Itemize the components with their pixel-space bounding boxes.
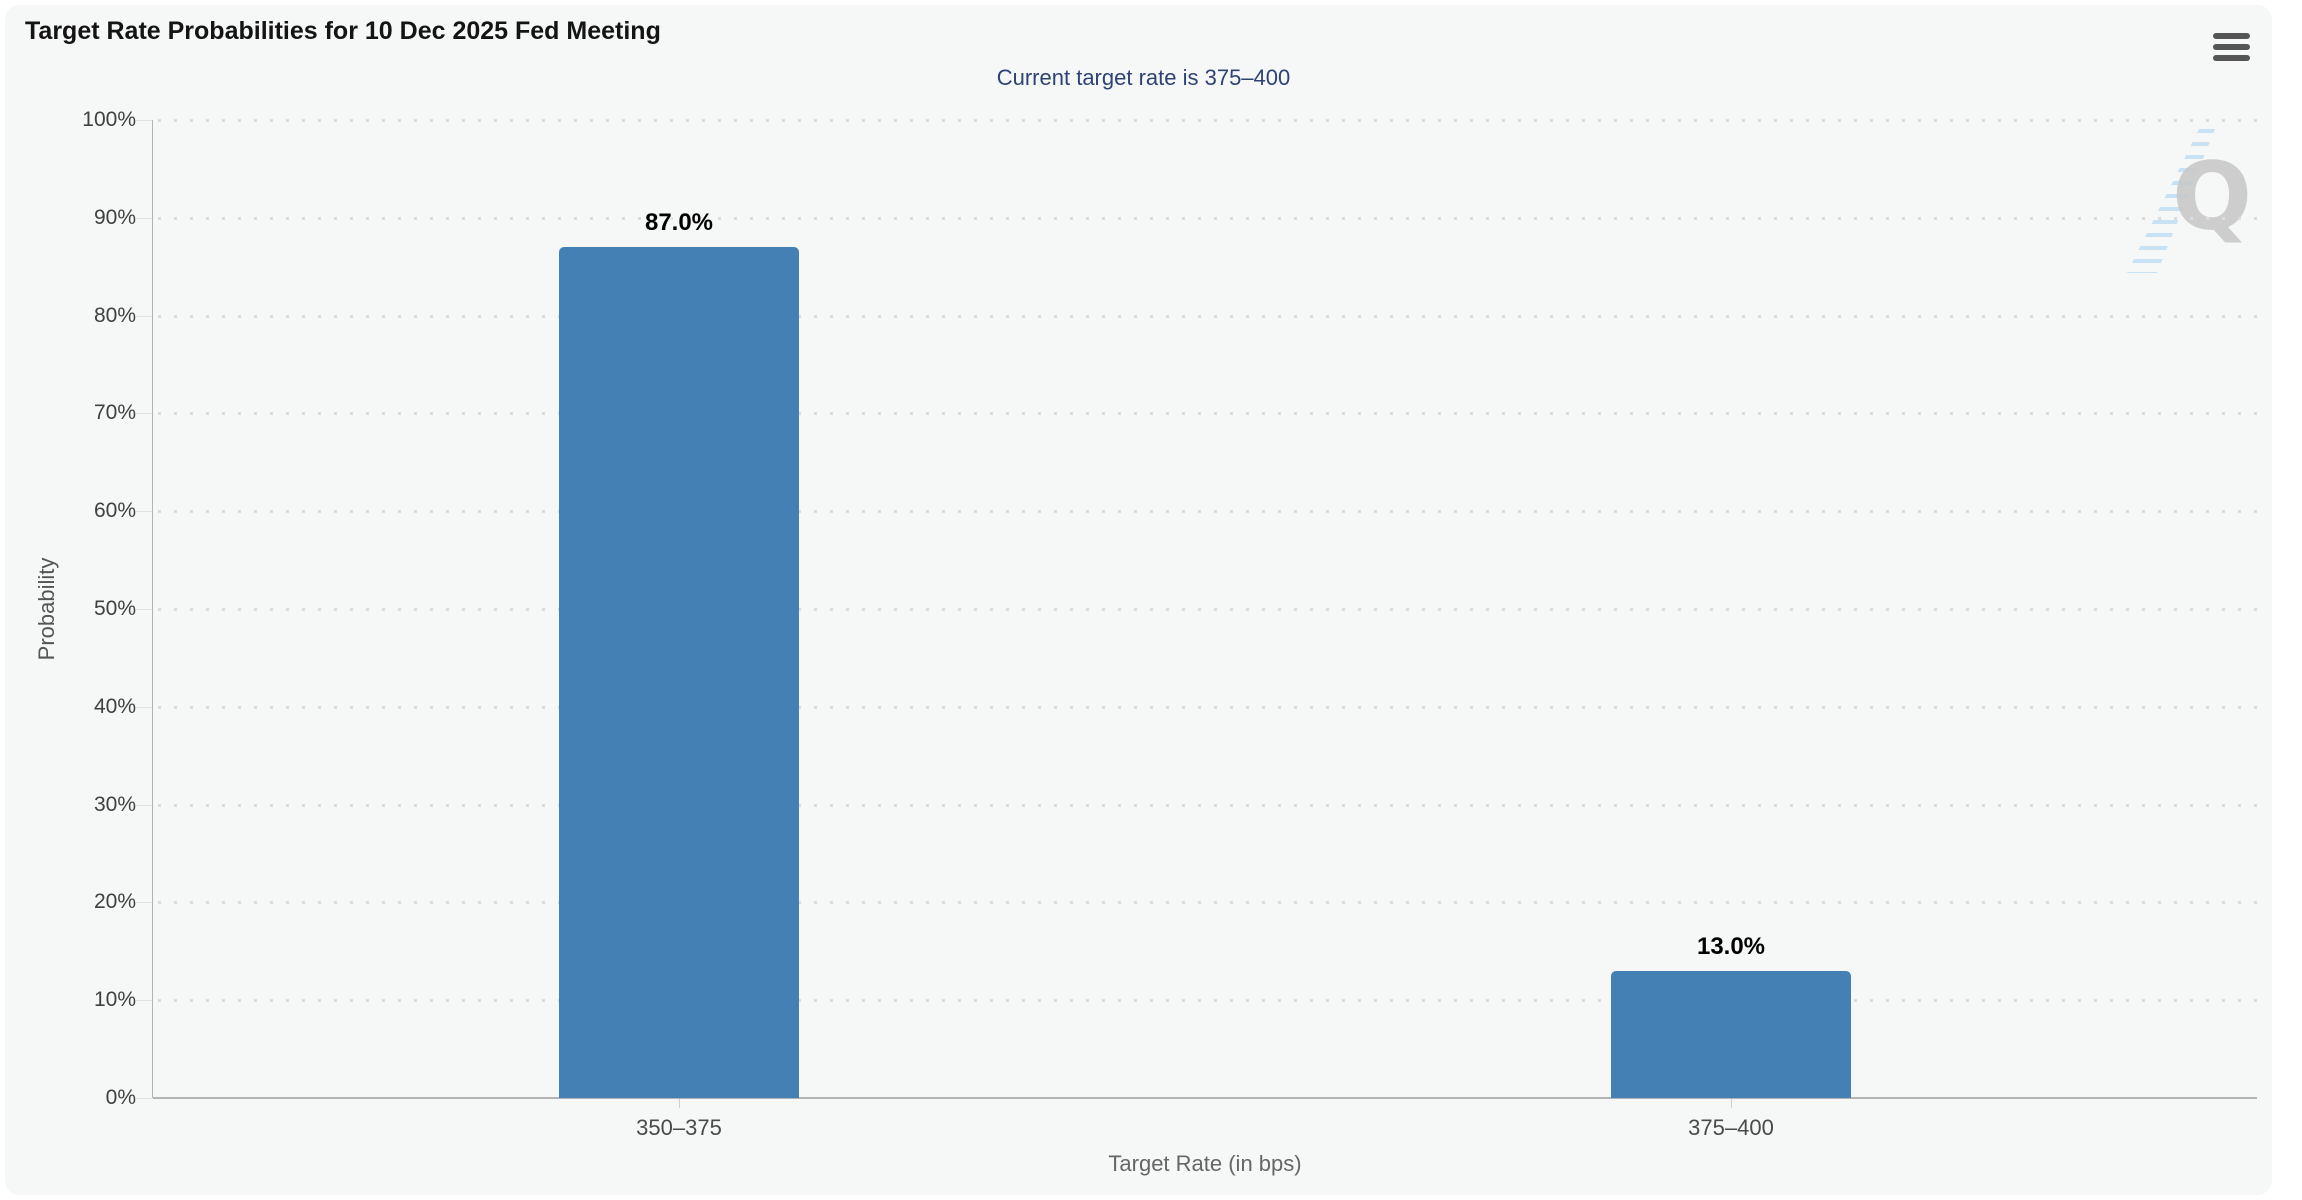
y-axis-tick-mark <box>136 511 152 513</box>
watermark-stripes-decoration <box>2127 129 2215 273</box>
probability-bar[interactable] <box>559 247 799 1098</box>
x-axis-tick-mark <box>679 1099 680 1108</box>
y-axis-tick-mark <box>136 706 152 708</box>
y-axis-line <box>152 120 153 1098</box>
q-logo-icon: Q <box>2172 143 2252 252</box>
y-gridline <box>158 705 2257 709</box>
y-axis-tick-label: 50% <box>93 597 136 620</box>
chart-title: Target Rate Probabilities for 10 Dec 202… <box>25 17 661 45</box>
y-gridline <box>158 999 2257 1003</box>
y-gridline <box>158 216 2257 220</box>
y-axis-tick-mark <box>136 609 152 610</box>
y-gridline <box>158 510 2257 514</box>
y-axis-tick-mark <box>136 1000 152 1002</box>
probability-bar[interactable] <box>1611 970 1851 1098</box>
y-axis-tick-label: 100% <box>82 108 136 131</box>
y-gridline <box>158 119 2257 122</box>
y-axis-tick-label: 60% <box>93 499 136 523</box>
y-axis-tick-mark <box>136 120 152 121</box>
y-gridline <box>158 901 2257 905</box>
menu-bar-bottom <box>2213 55 2250 61</box>
y-axis-tick-label: 10% <box>93 988 136 1012</box>
y-gridline <box>158 803 2257 807</box>
hamburger-menu-icon[interactable] <box>2213 33 2250 61</box>
y-axis-tick-mark <box>136 217 152 219</box>
menu-bar-middle <box>2213 44 2250 50</box>
chart-card: Target Rate Probabilities for 10 Dec 202… <box>5 5 2272 1195</box>
y-axis-tick-mark <box>136 413 152 415</box>
y-gridline <box>158 314 2257 318</box>
y-axis-tick-mark <box>136 804 152 806</box>
y-axis-tick-mark <box>136 1098 152 1099</box>
y-axis-tick-mark <box>136 315 152 317</box>
x-axis-tick-label: 350–375 <box>636 1115 722 1140</box>
bar-value-label: 13.0% <box>1696 932 1766 960</box>
y-axis-tick-label: 80% <box>93 303 136 327</box>
x-axis-tick-mark <box>1731 1099 1732 1108</box>
y-gridline <box>158 608 2257 611</box>
y-axis-tick-label: 40% <box>93 694 136 718</box>
q-logo-watermark: Q <box>2127 123 2252 273</box>
x-axis-line <box>153 1097 2257 1099</box>
y-gridline <box>158 412 2257 416</box>
x-axis-title: Target Rate (in bps) <box>1108 1151 1302 1176</box>
y-axis-tick-label: 30% <box>93 792 136 816</box>
y-axis-tick-label: 70% <box>93 401 136 425</box>
y-axis-tick-label: 20% <box>93 890 136 914</box>
menu-bar-top <box>2213 33 2250 39</box>
y-axis-tick-label: 0% <box>105 1086 136 1109</box>
chart-subtitle: Current target rate is 375–400 <box>996 65 1291 90</box>
y-axis-tick-mark <box>136 902 152 904</box>
x-axis-tick-label: 375–400 <box>1688 1115 1774 1140</box>
y-axis-tick-label: 90% <box>93 205 136 229</box>
bar-value-label: 87.0% <box>644 209 714 237</box>
